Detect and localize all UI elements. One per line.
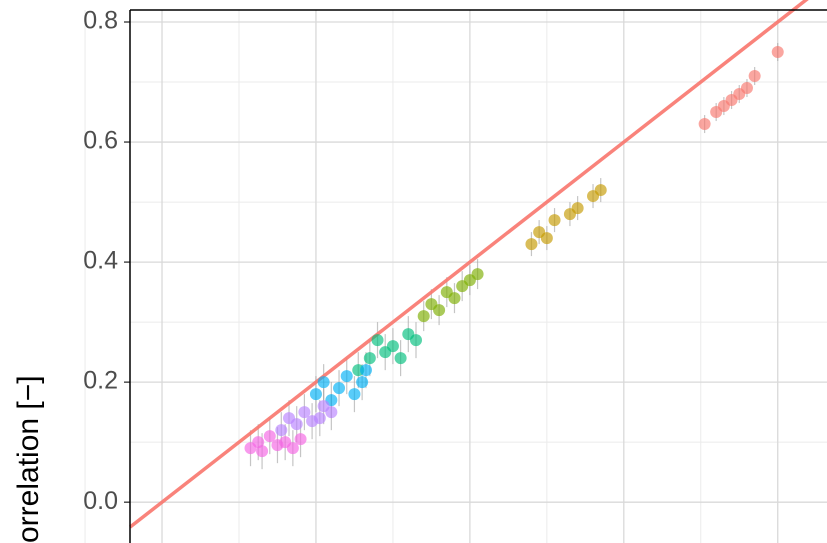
y-tick-label: 0.2 <box>83 367 118 395</box>
point <box>317 376 330 389</box>
point <box>417 310 430 323</box>
point <box>309 388 322 401</box>
y-axis-label: orrelation [−] <box>12 375 45 543</box>
point <box>290 418 303 431</box>
point <box>771 46 784 59</box>
reference-line <box>128 0 809 529</box>
point <box>348 388 361 401</box>
point <box>371 334 384 347</box>
point <box>298 406 311 419</box>
point <box>540 232 553 245</box>
point <box>363 352 376 365</box>
point <box>410 334 423 347</box>
point <box>359 364 372 377</box>
point <box>340 370 353 383</box>
point <box>698 118 711 131</box>
point <box>263 430 276 443</box>
point <box>386 340 399 353</box>
point <box>394 352 407 365</box>
point <box>286 442 299 455</box>
point <box>325 406 338 419</box>
point <box>356 376 369 389</box>
point <box>571 202 584 215</box>
y-tick-label: 0.6 <box>83 127 118 155</box>
point <box>748 70 761 83</box>
point <box>275 424 288 437</box>
point <box>256 445 269 458</box>
y-tick-label: 0.4 <box>83 247 118 275</box>
point <box>740 82 753 95</box>
point <box>333 382 346 395</box>
point <box>448 292 461 305</box>
point <box>594 184 607 197</box>
y-tick-label: 0.8 <box>83 7 118 35</box>
point <box>252 436 265 449</box>
point <box>525 238 538 251</box>
point <box>471 268 484 281</box>
point <box>313 412 326 425</box>
plot-area <box>128 0 809 529</box>
y-tick-label: 0.0 <box>83 487 118 515</box>
point <box>548 214 561 227</box>
point <box>433 304 446 317</box>
point <box>294 433 307 446</box>
